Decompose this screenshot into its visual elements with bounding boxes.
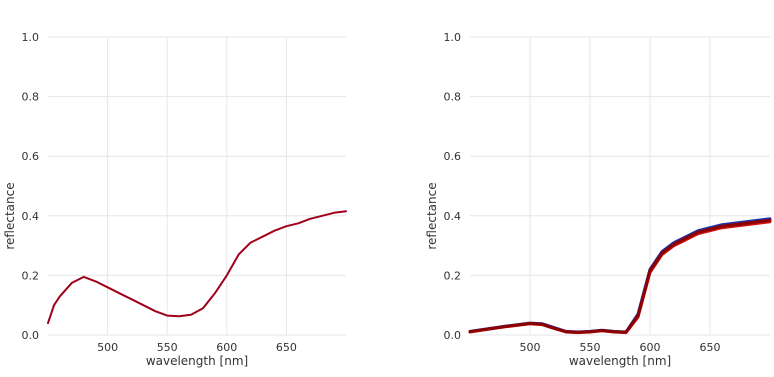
y-tick-label: 0.8 bbox=[444, 91, 462, 104]
x-tick-label: 650 bbox=[700, 341, 721, 354]
x-tick-label: 550 bbox=[157, 341, 178, 354]
x-axis-label: wavelength [nm] bbox=[146, 354, 248, 368]
y-axis-label: reflectance bbox=[425, 182, 439, 249]
chart-panel-1: 0.0 0.2 0.4 0.6 0.8 1.0 500 550 600 650 wavelength… bbox=[3, 31, 347, 368]
x-tick-label: 550 bbox=[580, 341, 601, 354]
series-line-2 bbox=[468, 220, 772, 335]
y-tick-label: 0.6 bbox=[444, 150, 462, 163]
y-axis-label: reflectance bbox=[3, 182, 17, 249]
series-line-3 bbox=[468, 218, 772, 334]
y-tick-label: 1.0 bbox=[22, 31, 40, 44]
x-tick-label: 600 bbox=[216, 341, 237, 354]
y-tick-label: 0.6 bbox=[22, 150, 40, 163]
y-tick-label: 0.4 bbox=[22, 210, 40, 223]
y-tick-label: 0.2 bbox=[444, 269, 462, 282]
y-tick-label: 0.0 bbox=[22, 329, 40, 342]
x-tick-label: 500 bbox=[97, 341, 118, 354]
x-tick-label: 500 bbox=[520, 341, 541, 354]
y-tick-label: 1.0 bbox=[444, 31, 462, 44]
y-tick-label: 0.2 bbox=[22, 269, 40, 282]
series-line-1 bbox=[47, 210, 347, 325]
chart-panel-2: 0.0 0.2 0.4 0.6 0.8 1.0 500 550 600 650 wavelength… bbox=[425, 31, 772, 368]
y-tick-label: 0.8 bbox=[22, 91, 40, 104]
y-tick-label: 0.4 bbox=[444, 210, 462, 223]
x-tick-label: 600 bbox=[640, 341, 661, 354]
x-axis-label: wavelength [nm] bbox=[569, 354, 671, 368]
x-tick-label: 650 bbox=[276, 341, 297, 354]
y-tick-label: 0.0 bbox=[444, 329, 462, 342]
